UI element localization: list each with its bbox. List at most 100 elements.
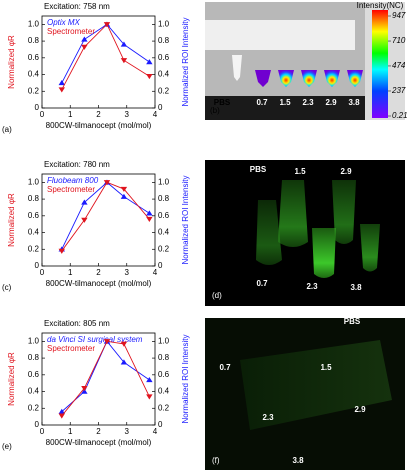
- colorbar-tick-label: 947: [392, 11, 406, 20]
- legend-entry: Spectrometer: [47, 27, 95, 36]
- y-tick-label: 0.4: [28, 228, 40, 237]
- sample-tag: 3.8: [350, 283, 362, 292]
- marker: [58, 413, 65, 419]
- y-tick-label: 0.2: [28, 86, 40, 95]
- legend-entry: Optix MX: [47, 18, 81, 27]
- sample-tag: 2.9: [354, 405, 366, 414]
- x-tick-label: 1: [68, 427, 73, 436]
- y-tick-label: 0.6: [28, 53, 40, 62]
- x-tick-label: 3: [125, 110, 130, 119]
- sample-tag: PBS: [250, 165, 267, 174]
- sample-tag: PBS: [344, 317, 361, 326]
- sample-tag: 0.7: [256, 279, 268, 288]
- y2-tick-label: 0: [158, 103, 163, 112]
- sample-tag: 2.3: [302, 98, 314, 107]
- y2-tick-label: 0.6: [158, 370, 170, 379]
- y-tick-label: 0.8: [28, 36, 40, 45]
- y-tick-label: 0: [35, 261, 40, 270]
- y2-tick-label: 0.2: [158, 86, 170, 95]
- colorbar-tick-label: 0.217: [392, 111, 408, 120]
- y-axis-label: Normalized φR: [7, 352, 16, 406]
- marker: [120, 58, 128, 64]
- marker: [103, 339, 111, 345]
- sample-tag: 1.5: [320, 363, 332, 372]
- sample-tag: 2.3: [262, 413, 274, 422]
- marker: [120, 41, 128, 47]
- panel-label: (f): [212, 456, 220, 465]
- marker: [81, 36, 88, 42]
- marker: [81, 199, 88, 205]
- marker: [146, 376, 153, 383]
- marker: [81, 217, 88, 223]
- marker: [58, 80, 65, 86]
- panel-label: (d): [212, 291, 222, 300]
- colorbar-tick-label: 237: [391, 86, 406, 95]
- y2-tick-label: 0.6: [158, 53, 170, 62]
- sample-tag: 3.8: [348, 98, 360, 107]
- y2-tick-label: 0.4: [158, 70, 170, 79]
- sample-tag: 1.5: [294, 167, 306, 176]
- marker: [120, 341, 128, 347]
- marker: [58, 248, 65, 254]
- panel-label: (a): [2, 125, 12, 134]
- marker: [146, 394, 153, 400]
- image-d: [205, 160, 405, 306]
- y2-tick-label: 0.8: [158, 36, 170, 45]
- y-tick-label: 0.6: [28, 370, 40, 379]
- y2-axis-label: Normalized ROI Intensity: [181, 18, 190, 107]
- y2-tick-label: 0.8: [158, 194, 170, 203]
- x-tick-label: 4: [153, 427, 158, 436]
- sample-tag: 2.9: [325, 98, 337, 107]
- colorbar-tick-label: 710: [392, 36, 406, 45]
- marker: [81, 388, 88, 394]
- y-tick-label: 0: [35, 420, 40, 429]
- marker: [146, 210, 153, 216]
- y2-tick-label: 0.4: [158, 228, 170, 237]
- y-axis-label: Normalized φR: [7, 35, 16, 89]
- y2-tick-label: 0.2: [158, 244, 170, 253]
- y2-axis-label: Normalized ROI Intensity: [181, 176, 190, 265]
- marker: [81, 385, 88, 392]
- y2-tick-label: 1.0: [158, 19, 170, 28]
- x-tick-label: 0: [40, 110, 45, 119]
- marker: [58, 408, 65, 414]
- y2-tick-label: 1.0: [158, 177, 170, 186]
- marker: [120, 186, 128, 192]
- chart-title: Excitation: 758 nm: [44, 2, 110, 11]
- sample-tag: PBS: [214, 98, 231, 107]
- legend-entry: Spectrometer: [47, 344, 95, 353]
- y-tick-label: 0.2: [28, 403, 40, 412]
- x-tick-label: 2: [96, 427, 101, 436]
- marker: [81, 44, 88, 50]
- y2-tick-label: 0.8: [158, 353, 170, 362]
- y-tick-label: 0.4: [28, 387, 40, 396]
- marker: [146, 216, 153, 223]
- panel-label: (b): [210, 106, 220, 115]
- sample-tag: 0.7: [256, 98, 268, 107]
- sample-tag: 2.3: [306, 282, 318, 291]
- y-tick-label: 1.0: [28, 336, 40, 345]
- marker: [58, 87, 65, 93]
- sample-tag: 2.9: [340, 167, 352, 176]
- x-tick-label: 4: [153, 268, 158, 277]
- y-tick-label: 0.4: [28, 70, 40, 79]
- y2-tick-label: 1.0: [158, 336, 170, 345]
- y2-axis-label: Normalized ROI Intensity: [181, 335, 190, 424]
- panel-label: (e): [2, 442, 12, 451]
- y-tick-label: 0.8: [28, 194, 40, 203]
- x-tick-label: 1: [68, 110, 73, 119]
- chart-title: Excitation: 805 nm: [44, 319, 110, 328]
- y-tick-label: 1.0: [28, 177, 40, 186]
- y-tick-label: 1.0: [28, 19, 40, 28]
- y2-tick-label: 0: [158, 420, 163, 429]
- y2-tick-label: 0.2: [158, 403, 170, 412]
- colorbar-tick-label: 474: [392, 61, 406, 70]
- y-tick-label: 0.8: [28, 353, 40, 362]
- y2-tick-label: 0.6: [158, 211, 170, 220]
- y2-tick-label: 0.4: [158, 387, 170, 396]
- y-tick-label: 0: [35, 103, 40, 112]
- x-tick-label: 0: [40, 268, 45, 277]
- x-tick-label: 4: [153, 110, 158, 119]
- marker: [120, 193, 128, 199]
